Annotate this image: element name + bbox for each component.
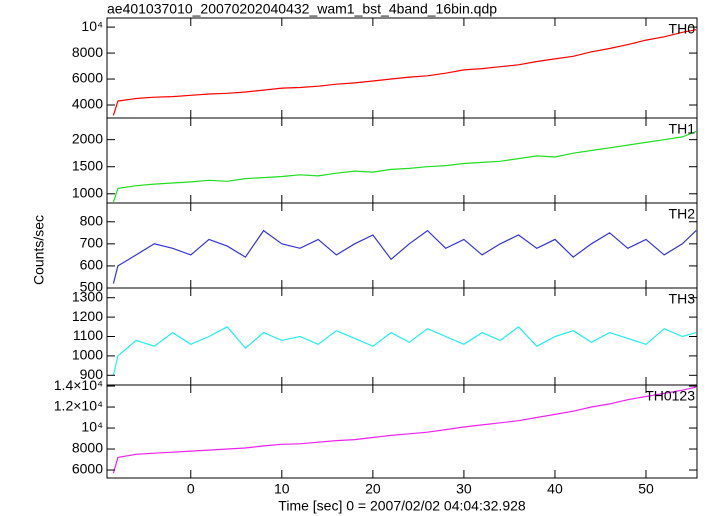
x-tick-label: 0 xyxy=(187,481,195,497)
y-axis-label: Counts/sec xyxy=(31,215,47,285)
y-tick-label: 1500 xyxy=(72,157,103,173)
data-line xyxy=(112,229,697,284)
y-tick-label: 8000 xyxy=(72,44,103,60)
data-line xyxy=(112,29,697,116)
y-tick-label: 2000 xyxy=(72,130,103,146)
y-tick-label: 1300 xyxy=(72,288,103,304)
x-tick-label: 20 xyxy=(365,481,381,497)
y-tick-label: 1.4×10⁴ xyxy=(54,377,103,393)
panel-frame xyxy=(106,287,698,386)
y-tick-label: 10⁴ xyxy=(81,419,103,435)
x-tick-label: 10 xyxy=(274,481,290,497)
legend-label: TH0 xyxy=(669,21,696,37)
data-line xyxy=(112,130,697,203)
y-tick-label: 600 xyxy=(80,257,104,273)
y-tick-label: 6000 xyxy=(72,461,103,477)
panel-frame xyxy=(106,202,698,289)
x-tick-label: 50 xyxy=(638,481,654,497)
x-tick-label: 40 xyxy=(547,481,563,497)
y-tick-label: 1000 xyxy=(72,184,103,200)
y-tick-label: 900 xyxy=(80,366,104,382)
y-tick-label: 700 xyxy=(80,235,104,251)
panel-frame xyxy=(106,117,698,204)
legend-label: TH2 xyxy=(669,206,696,222)
panel-frame xyxy=(106,384,698,479)
y-tick-label: 4000 xyxy=(72,96,103,112)
legend-label: TH3 xyxy=(669,291,696,307)
legend-label: TH0123 xyxy=(645,388,695,404)
y-tick-label: 500 xyxy=(80,279,104,295)
y-tick-label: 10⁴ xyxy=(81,18,103,34)
y-tick-label: 6000 xyxy=(72,70,103,86)
panel-frame xyxy=(106,17,698,119)
y-tick-label: 1200 xyxy=(72,308,103,324)
chart-title: ae401037010_20070202040432_wam1_bst_4ban… xyxy=(107,1,497,17)
y-tick-label: 800 xyxy=(80,212,104,228)
x-axis-label: Time [sec] 0 = 2007/02/02 04:04:32.928 xyxy=(278,498,526,514)
data-line xyxy=(112,325,697,376)
y-tick-label: 8000 xyxy=(72,440,103,456)
y-tick-label: 1000 xyxy=(72,347,103,363)
x-tick-label: 30 xyxy=(456,481,472,497)
y-tick-label: 1100 xyxy=(73,327,103,343)
data-line xyxy=(112,386,697,474)
legend-label: TH1 xyxy=(669,121,696,137)
y-tick-label: 1.2×10⁴ xyxy=(54,398,103,414)
